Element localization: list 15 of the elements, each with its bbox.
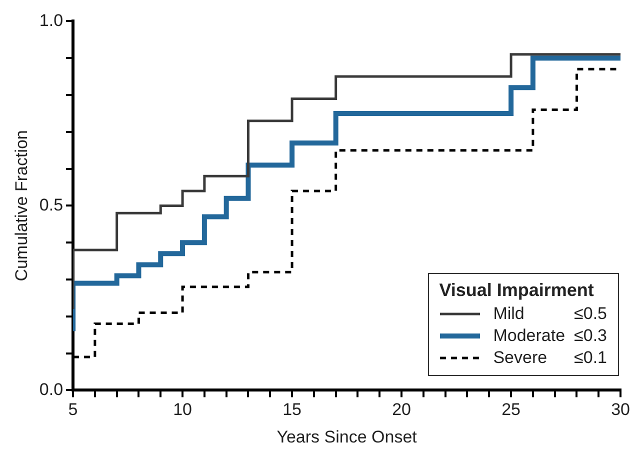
y-axis-title: Cumulative Fraction bbox=[12, 130, 31, 282]
y-tick-label: 0.0 bbox=[39, 380, 64, 399]
legend-label: Moderate ≤0.3 bbox=[492, 325, 608, 347]
y-tick-label: 1.0 bbox=[39, 10, 64, 30]
x-tick-label: 5 bbox=[68, 400, 78, 420]
x-tick-label: 10 bbox=[173, 400, 192, 420]
x-tick-label: 25 bbox=[502, 400, 521, 420]
text: Mild ≤0.5 bbox=[493, 304, 607, 323]
y-tick-label: 0.5 bbox=[39, 195, 64, 214]
x-axis-title: Years Since Onset bbox=[276, 427, 418, 446]
x-tick-label: 20 bbox=[392, 400, 411, 420]
x-tick-label: 15 bbox=[282, 400, 302, 420]
text: Severe ≤0.1 bbox=[493, 348, 607, 367]
x-tick-label: 30 bbox=[611, 400, 630, 420]
legend-title: Visual Impairment bbox=[439, 280, 595, 301]
